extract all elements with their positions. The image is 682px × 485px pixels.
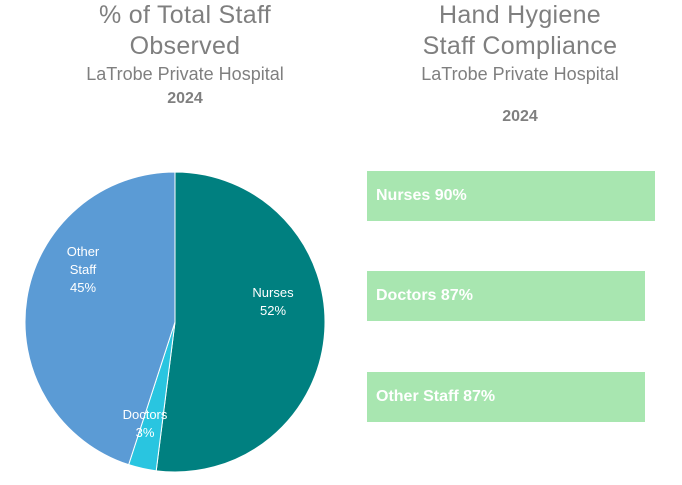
compliance-chart-year: 2024 xyxy=(502,108,538,125)
compliance-chart-header: Hand Hygiene Staff Compliance LaTrobe Pr… xyxy=(360,0,680,126)
compliance-chart-subtitle: LaTrobe Private Hospital xyxy=(421,64,619,84)
compliance-bar-nurses: Nurses 90% xyxy=(367,171,655,221)
pie-label-doctors: Doctors 3% xyxy=(123,407,168,440)
pie-label-nurses: Nurses 52% xyxy=(252,285,294,318)
pie-slice-nurses xyxy=(155,171,326,473)
compliance-bar-other-staff: Other Staff 87% xyxy=(367,372,645,422)
pie-chart-header: % of Total Staff Observed LaTrobe Privat… xyxy=(0,0,370,108)
pie-chart-year: 2024 xyxy=(167,90,203,107)
pie-chart-title-line2: Observed xyxy=(129,32,241,60)
pie-chart-title-line1: % of Total Staff xyxy=(98,1,272,29)
compliance-chart-title-line2: Staff Compliance xyxy=(422,32,618,60)
compliance-chart-title-line1: Hand Hygiene xyxy=(438,1,602,29)
pie-slice-other-staff xyxy=(24,171,176,466)
staff-observed-pie-chart: Nurses 52% Doctors 3% Other Staff 45% xyxy=(24,171,326,473)
pie-chart-subtitle: LaTrobe Private Hospital xyxy=(86,64,284,84)
pie-label-other-staff: Other Staff 45% xyxy=(67,244,100,295)
compliance-bar-doctors: Doctors 87% xyxy=(367,271,645,321)
